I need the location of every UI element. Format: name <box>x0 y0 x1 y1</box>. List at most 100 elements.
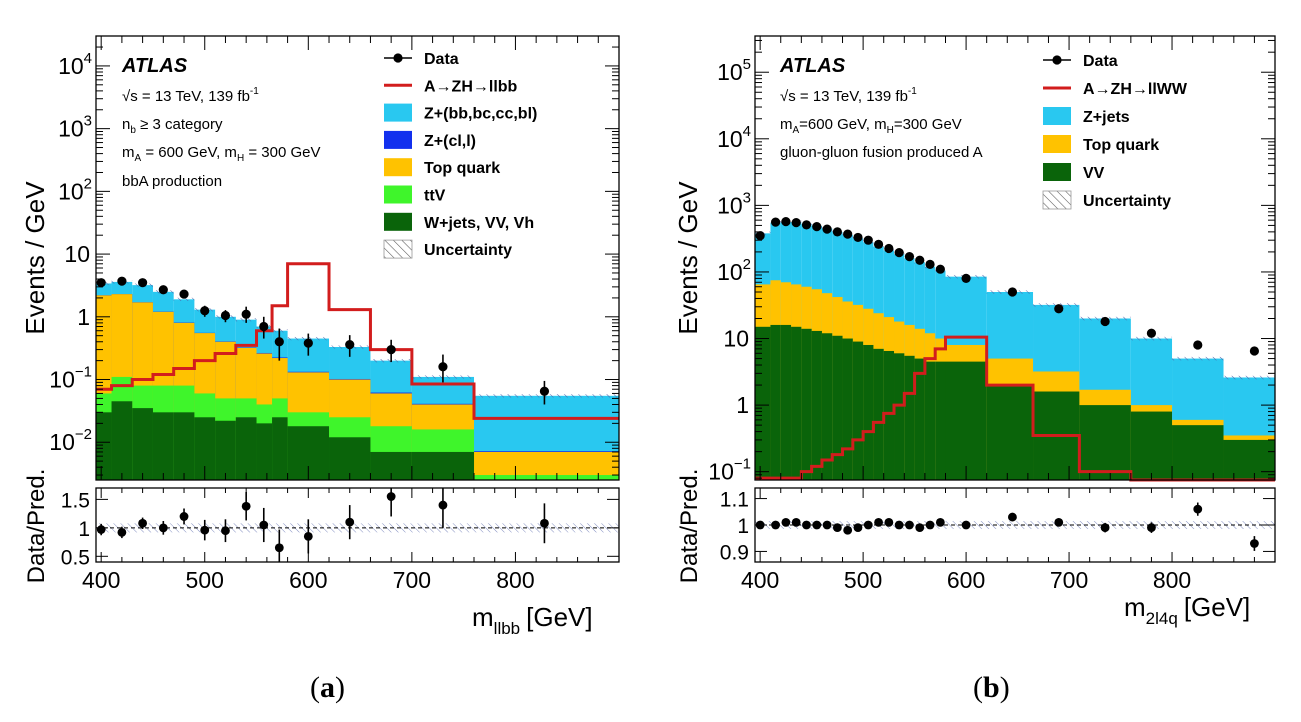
bar-vv <box>986 385 1034 480</box>
ratio-point <box>241 501 251 511</box>
signal-step-line <box>755 335 1275 482</box>
y-tick-label: 103 <box>717 189 751 218</box>
data-point <box>884 243 894 254</box>
data-point <box>894 248 904 258</box>
ratio-point <box>812 520 822 530</box>
legend-label: Z+jets <box>1083 109 1130 126</box>
data-point <box>853 232 863 243</box>
uncertainty-band-bin <box>173 297 195 302</box>
ratio-point <box>843 525 853 535</box>
bar-w-jets-vv-vh <box>256 423 273 480</box>
b-info-line-3: gluon-gluon fusion produced A <box>780 144 983 161</box>
ratio-y-tick-label: 1 <box>78 518 90 541</box>
ratio-point <box>200 525 210 535</box>
b-atlas-label: ATLAS <box>779 55 846 77</box>
bar-vv <box>1223 439 1275 480</box>
ratio-point <box>1193 504 1203 514</box>
y-tick-label: 103 <box>58 113 92 142</box>
bar-vv <box>873 348 884 480</box>
uncertainty-band-bin <box>474 394 619 398</box>
ratio-point <box>884 517 894 527</box>
a-ratio-axis-ticks: 400 500 600 700 800 0.5 1 1.5 <box>61 488 620 593</box>
data-point <box>863 235 873 245</box>
data-point <box>438 362 448 372</box>
data-point <box>1100 316 1110 327</box>
data-point <box>117 276 127 286</box>
data-point <box>539 386 550 396</box>
ratio-point <box>771 520 780 530</box>
legend-hatch-swatch <box>383 239 413 259</box>
b-legend: Data A→ZH→llWW Z+jets Top quark VV Uncertaint… <box>1042 53 1188 210</box>
data-point <box>781 217 791 227</box>
bar-vv <box>770 324 781 480</box>
ratio-y-tick-label: 0.9 <box>720 541 749 564</box>
ratio-point <box>1054 517 1064 527</box>
ratio-point <box>1008 512 1017 522</box>
data-point <box>904 252 915 262</box>
legend-swatch <box>384 185 412 204</box>
bar-vv <box>883 350 895 480</box>
legend-label: Z+(cl,l) <box>424 133 476 150</box>
bar-vv <box>1130 411 1173 480</box>
bar-vv <box>811 330 822 480</box>
a-stack-bars <box>96 281 619 480</box>
legend-swatch <box>384 158 412 177</box>
data-point <box>1007 287 1018 297</box>
b-ratio-axis-ticks: 400 500 600 700 800 0.9 1 1.1 <box>720 488 1276 593</box>
legend-label: VV <box>1083 165 1105 182</box>
bar-w-jets-vv-vh <box>411 451 475 480</box>
bar-vv <box>945 361 987 480</box>
data-point <box>345 340 355 350</box>
ratio-point <box>303 531 313 541</box>
b-info-line-2: mA=600 GeV, mH=300 GeV <box>780 116 962 136</box>
ratio-point <box>345 517 355 527</box>
ratio-point <box>935 517 945 527</box>
legend-swatch <box>384 212 412 231</box>
b-ratio-y-title: Data/Pred. <box>676 469 703 584</box>
x-tick-label: 400 <box>82 567 120 593</box>
y-tick-label: 1 <box>736 392 749 418</box>
y-tick-label: 102 <box>717 256 751 285</box>
data-point <box>303 338 313 348</box>
a-info-line-1: √s = 13 TeV, 139 fb-1 <box>122 86 259 105</box>
bar-vv <box>821 333 833 480</box>
legend-label: Z+(bb,bc,cc,bl) <box>424 106 537 123</box>
y-tick-label: 10−1 <box>708 456 751 485</box>
y-tick-label: 105 <box>717 56 751 85</box>
y-tick-label: 104 <box>717 123 751 152</box>
data-point <box>961 273 971 284</box>
y-tick-label: 1 <box>77 304 90 330</box>
data-point <box>220 310 231 321</box>
ratio-point <box>1100 523 1110 533</box>
data-point <box>755 231 765 241</box>
ratio-point <box>259 520 269 530</box>
data-point <box>1054 304 1064 314</box>
b-info-line-1: √s = 13 TeV, 139 fb-1 <box>780 86 917 105</box>
ratio-y-tick-label: 0.5 <box>61 546 90 569</box>
bar-w-jets-vv-vh <box>272 417 288 480</box>
signal-step-line <box>96 262 619 420</box>
b-main-frame <box>754 35 1276 481</box>
bar-vv <box>791 326 802 480</box>
ratio-point <box>221 526 230 536</box>
data-point <box>1249 346 1260 356</box>
bar-ttv <box>474 475 619 480</box>
ratio-point <box>781 517 791 527</box>
ratio-point <box>905 520 914 530</box>
bar-w-jets-vv-vh <box>173 412 195 480</box>
data-point <box>274 337 284 347</box>
a-main-frame <box>95 35 620 481</box>
data-point <box>1193 340 1203 350</box>
ratio-point <box>1147 523 1156 533</box>
legend-label: A→ZH→llWW <box>1083 81 1188 98</box>
y-tick-label: 10 <box>64 241 90 267</box>
ratio-point <box>274 543 284 553</box>
data-point <box>925 259 935 269</box>
x-tick-label: 700 <box>393 567 431 593</box>
legend-swatch <box>1043 135 1071 153</box>
data-point <box>770 217 781 227</box>
ratio-point <box>853 523 863 533</box>
bar-vv <box>924 361 936 480</box>
